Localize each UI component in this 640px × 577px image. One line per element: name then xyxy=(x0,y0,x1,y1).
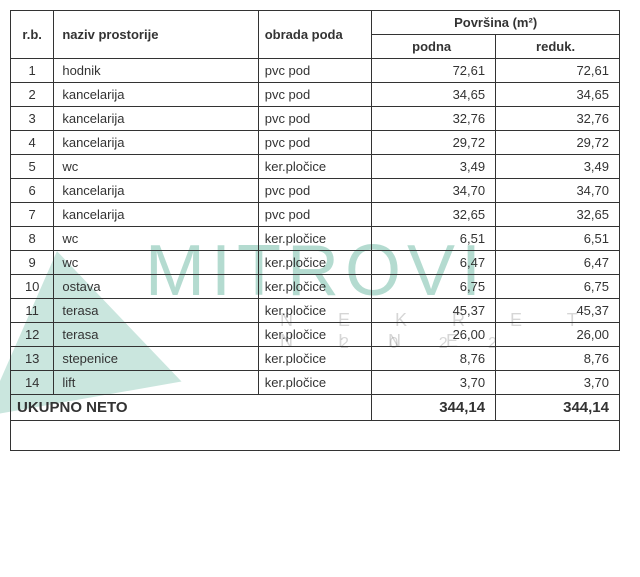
cell-naziv: kancelarija xyxy=(54,131,258,155)
cell-naziv: wc xyxy=(54,227,258,251)
total-row: UKUPNO NETO344,14344,14 xyxy=(11,395,620,421)
cell-reduk: 26,00 xyxy=(496,323,620,347)
cell-rb: 7 xyxy=(11,203,54,227)
cell-obrada: ker.pločice xyxy=(258,323,372,347)
cell-reduk: 34,70 xyxy=(496,179,620,203)
cell-reduk: 6,51 xyxy=(496,227,620,251)
table-row: 14liftker.pločice3,703,70 xyxy=(11,371,620,395)
empty-row xyxy=(11,421,620,451)
table-row: 9wcker.pločice6,476,47 xyxy=(11,251,620,275)
table-row: 4kancelarijapvc pod29,7229,72 xyxy=(11,131,620,155)
cell-naziv: terasa xyxy=(54,299,258,323)
cell-reduk: 6,47 xyxy=(496,251,620,275)
cell-obrada: ker.pločice xyxy=(258,275,372,299)
cell-podna: 72,61 xyxy=(372,59,496,83)
cell-rb: 14 xyxy=(11,371,54,395)
header-rb: r.b. xyxy=(11,11,54,59)
cell-obrada: ker.pločice xyxy=(258,347,372,371)
cell-reduk: 8,76 xyxy=(496,347,620,371)
cell-naziv: kancelarija xyxy=(54,179,258,203)
cell-reduk: 34,65 xyxy=(496,83,620,107)
cell-obrada: ker.pločice xyxy=(258,227,372,251)
cell-obrada: ker.pločice xyxy=(258,155,372,179)
empty-cell xyxy=(11,421,620,451)
room-table: r.b. naziv prostorije obrada poda Površi… xyxy=(10,10,620,451)
cell-podna: 6,75 xyxy=(372,275,496,299)
cell-reduk: 72,61 xyxy=(496,59,620,83)
cell-naziv: stepenice xyxy=(54,347,258,371)
header-naziv: naziv prostorije xyxy=(54,11,258,59)
cell-reduk: 29,72 xyxy=(496,131,620,155)
table-row: 2kancelarijapvc pod34,6534,65 xyxy=(11,83,620,107)
cell-rb: 5 xyxy=(11,155,54,179)
cell-naziv: ostava xyxy=(54,275,258,299)
cell-obrada: pvc pod xyxy=(258,203,372,227)
cell-reduk: 32,65 xyxy=(496,203,620,227)
cell-reduk: 3,70 xyxy=(496,371,620,395)
cell-podna: 34,70 xyxy=(372,179,496,203)
total-podna: 344,14 xyxy=(372,395,496,421)
cell-obrada: pvc pod xyxy=(258,83,372,107)
table-row: 10ostavaker.pločice6,756,75 xyxy=(11,275,620,299)
cell-podna: 34,65 xyxy=(372,83,496,107)
table-row: 12terasaker.pločice26,0026,00 xyxy=(11,323,620,347)
cell-reduk: 45,37 xyxy=(496,299,620,323)
cell-rb: 3 xyxy=(11,107,54,131)
cell-podna: 26,00 xyxy=(372,323,496,347)
table-row: 3kancelarijapvc pod32,7632,76 xyxy=(11,107,620,131)
cell-naziv: terasa xyxy=(54,323,258,347)
cell-obrada: pvc pod xyxy=(258,107,372,131)
cell-rb: 1 xyxy=(11,59,54,83)
cell-rb: 4 xyxy=(11,131,54,155)
cell-podna: 6,47 xyxy=(372,251,496,275)
cell-podna: 32,76 xyxy=(372,107,496,131)
cell-podna: 3,49 xyxy=(372,155,496,179)
cell-podna: 45,37 xyxy=(372,299,496,323)
cell-obrada: ker.pločice xyxy=(258,371,372,395)
cell-podna: 32,65 xyxy=(372,203,496,227)
cell-rb: 10 xyxy=(11,275,54,299)
cell-obrada: pvc pod xyxy=(258,59,372,83)
header-obrada: obrada poda xyxy=(258,11,372,59)
cell-rb: 12 xyxy=(11,323,54,347)
cell-naziv: wc xyxy=(54,155,258,179)
total-label: UKUPNO NETO xyxy=(11,395,372,421)
cell-obrada: pvc pod xyxy=(258,131,372,155)
cell-rb: 6 xyxy=(11,179,54,203)
total-reduk: 344,14 xyxy=(496,395,620,421)
cell-naziv: hodnik xyxy=(54,59,258,83)
cell-rb: 8 xyxy=(11,227,54,251)
cell-podna: 8,76 xyxy=(372,347,496,371)
cell-rb: 9 xyxy=(11,251,54,275)
cell-rb: 11 xyxy=(11,299,54,323)
cell-reduk: 3,49 xyxy=(496,155,620,179)
header-reduk: reduk. xyxy=(496,35,620,59)
cell-obrada: ker.pločice xyxy=(258,251,372,275)
cell-naziv: kancelarija xyxy=(54,83,258,107)
cell-reduk: 32,76 xyxy=(496,107,620,131)
cell-rb: 13 xyxy=(11,347,54,371)
header-podna: podna xyxy=(372,35,496,59)
cell-naziv: kancelarija xyxy=(54,107,258,131)
cell-obrada: ker.pločice xyxy=(258,299,372,323)
table-row: 1hodnikpvc pod72,6172,61 xyxy=(11,59,620,83)
table-body: 1hodnikpvc pod72,6172,612kancelarijapvc … xyxy=(11,59,620,451)
table-row: 7kancelarijapvc pod32,6532,65 xyxy=(11,203,620,227)
cell-podna: 29,72 xyxy=(372,131,496,155)
table-row: 11terasaker.pločice45,3745,37 xyxy=(11,299,620,323)
cell-podna: 6,51 xyxy=(372,227,496,251)
cell-podna: 3,70 xyxy=(372,371,496,395)
cell-naziv: kancelarija xyxy=(54,203,258,227)
table-header: r.b. naziv prostorije obrada poda Površi… xyxy=(11,11,620,59)
cell-rb: 2 xyxy=(11,83,54,107)
table-row: 8wcker.pločice6,516,51 xyxy=(11,227,620,251)
cell-obrada: pvc pod xyxy=(258,179,372,203)
table-row: 5wcker.pločice3,493,49 xyxy=(11,155,620,179)
cell-naziv: lift xyxy=(54,371,258,395)
cell-naziv: wc xyxy=(54,251,258,275)
header-povrsina: Površina (m²) xyxy=(372,11,620,35)
cell-reduk: 6,75 xyxy=(496,275,620,299)
table-row: 13stepeniceker.pločice8,768,76 xyxy=(11,347,620,371)
table-row: 6kancelarijapvc pod34,7034,70 xyxy=(11,179,620,203)
